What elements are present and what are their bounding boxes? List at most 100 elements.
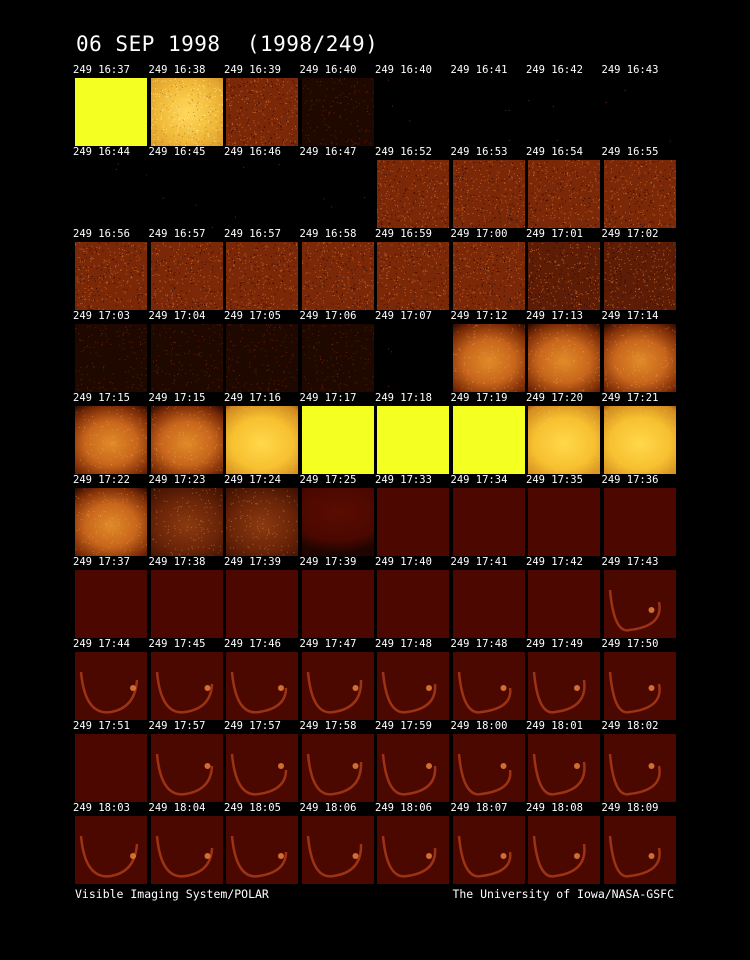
frame-image [528,406,600,474]
frame-timestamp: 249 16:57 [224,228,281,240]
frame-image [226,324,298,392]
frame-image [301,488,374,556]
frame-image [226,570,298,638]
frame-timestamp: 249 18:05 [224,802,281,814]
frame-timestamp: 249 17:37 [73,556,130,568]
frame-timestamp: 249 16:37 [73,64,130,76]
frame-timestamp: 249 17:41 [450,556,508,568]
frame-image [603,652,676,720]
footer-instrument-credit: Visible Imaging System/POLAR [75,887,269,901]
frame-timestamp: 249 17:06 [299,310,357,322]
frame-image [75,570,147,638]
frame-timestamp: 249 18:08 [526,802,583,814]
frame-timestamp: 249 17:21 [601,392,659,404]
frame-timestamp: 249 17:43 [601,556,659,568]
frame-image [226,816,298,884]
frame-timestamp: 249 17:03 [73,310,130,322]
frame-image [150,488,223,556]
frame-image [528,324,600,392]
frame-timestamp: 249 16:47 [299,146,357,158]
frame-timestamp: 249 16:45 [148,146,206,158]
frame-image [301,570,374,638]
frame-timestamp: 249 16:41 [450,64,508,76]
frame-image [301,324,374,392]
frame-image [452,488,525,556]
frame-timestamp: 249 17:38 [148,556,206,568]
frame-image [377,324,449,392]
frame-timestamp: 249 17:39 [224,556,281,568]
frame-timestamp: 249 16:58 [299,228,357,240]
footer-institution-credit: The University of Iowa/NASA-GSFC [452,887,674,901]
frame-image [150,816,223,884]
frame-image [75,816,147,884]
frame-timestamp: 249 16:52 [375,146,432,158]
frame-timestamp: 249 17:33 [375,474,432,486]
frame-image [377,242,449,310]
frame-image [226,488,298,556]
frame-image [75,406,147,474]
frame-image [528,242,600,310]
frame-image [452,324,525,392]
frame-image [226,406,298,474]
frame-timestamp: 249 17:13 [526,310,583,322]
frame-image [150,406,223,474]
frame-timestamp: 249 16:57 [148,228,206,240]
frame-timestamp: 249 17:44 [73,638,130,650]
frame-timestamp: 249 16:55 [601,146,659,158]
frame-timestamp: 249 16:40 [299,64,357,76]
frame-timestamp: 249 17:05 [224,310,281,322]
frame-timestamp: 249 16:44 [73,146,130,158]
frame-image [75,734,147,802]
frame-image [528,78,600,146]
frame-image [226,652,298,720]
frame-image [452,406,525,474]
frame-timestamp: 249 18:02 [601,720,659,732]
frame-timestamp: 249 17:49 [526,638,583,650]
frame-timestamp: 249 18:00 [450,720,508,732]
frame-timestamp: 249 17:00 [450,228,508,240]
frame-image [528,570,600,638]
frame-image [377,816,449,884]
frame-image [75,160,147,228]
frame-image [377,734,449,802]
frame-timestamp: 249 16:54 [526,146,583,158]
frame-image [528,652,600,720]
frame-timestamp: 249 18:07 [450,802,508,814]
frame-image [226,78,298,146]
frame-timestamp: 249 17:36 [601,474,659,486]
frame-timestamp: 249 17:18 [375,392,432,404]
frame-timestamp: 249 17:15 [148,392,206,404]
frame-image [528,488,600,556]
frame-image [452,652,525,720]
frame-image [377,652,449,720]
frame-timestamp: 249 16:40 [375,64,432,76]
frame-timestamp: 249 16:46 [224,146,281,158]
frame-image [452,242,525,310]
frame-image [452,734,525,802]
frame-image [603,570,676,638]
frame-image [528,160,600,228]
frame-image [452,570,525,638]
frame-timestamp: 249 17:02 [601,228,659,240]
frame-timestamp: 249 17:57 [224,720,281,732]
frame-image [150,78,223,146]
frame-timestamp: 249 17:01 [526,228,583,240]
frame-timestamp: 249 17:12 [450,310,508,322]
frame-timestamp: 249 17:50 [601,638,659,650]
frame-image [301,242,374,310]
frame-image [603,324,676,392]
frame-image [150,242,223,310]
frame-image [75,78,147,146]
frame-timestamp: 249 17:20 [526,392,583,404]
frame-image [301,734,374,802]
frame-timestamp: 249 18:01 [526,720,583,732]
frame-timestamp: 249 17:14 [601,310,659,322]
frame-timestamp: 249 17:48 [375,638,432,650]
frame-timestamp: 249 17:46 [224,638,281,650]
frame-image [150,570,223,638]
frame-image [603,816,676,884]
frame-timestamp: 249 17:25 [299,474,357,486]
frame-timestamp: 249 17:23 [148,474,206,486]
frame-image [150,160,223,228]
